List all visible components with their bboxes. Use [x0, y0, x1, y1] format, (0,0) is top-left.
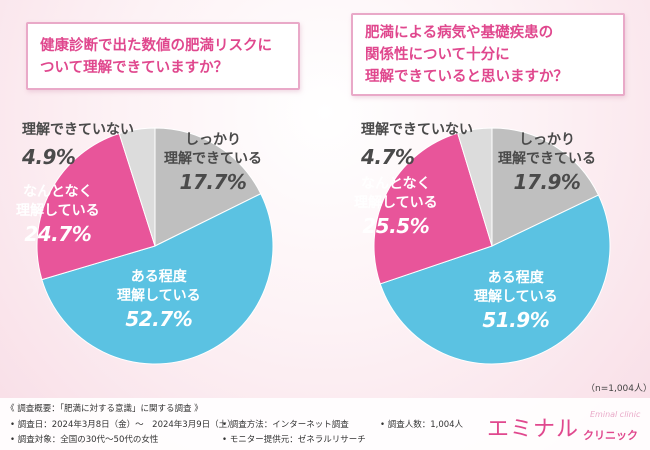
- pie-2-label-firmly-line-1: しっかり: [519, 132, 575, 148]
- pie-2-label-not-line-1: 理解できていない: [361, 122, 473, 138]
- pie-2-label-vaguely-line-2: 理解している: [354, 195, 438, 211]
- pie-1-value-not: 4.9%: [22, 145, 76, 169]
- pie-2-value-somewhat: 51.9%: [482, 308, 550, 332]
- pie-1-slice-somewhat: [41, 193, 274, 365]
- survey-footer: 《 調査概要：「肥満に対する意識」に関する調査 》 • 調査日：2024年3月8…: [0, 398, 650, 450]
- pie-1-label-firmly: しっかり 理解できている 17.7%: [164, 131, 262, 195]
- pie-2-value-firmly: 17.9%: [513, 170, 581, 194]
- question-box-1: 健康診断で出た数値の肥満リスクに ついて理解できていますか？: [26, 22, 300, 90]
- pie-1-label-vaguely-line-2: 理解している: [16, 203, 100, 219]
- logo-sub-text: クリニック: [583, 429, 638, 442]
- pie-1-value-somewhat: 52.7%: [125, 307, 193, 331]
- question-2-line-3: 理解できていると思いますか？: [365, 69, 568, 85]
- pie-chart-2: [373, 127, 611, 365]
- pie-1-label-firmly-line-1: しっかり: [185, 132, 241, 148]
- pie-1-label-somewhat: ある程度 理解している 52.7%: [117, 268, 201, 332]
- pie-2-label-somewhat-line-2: 理解している: [474, 289, 558, 305]
- clinic-logo: エミナル Eminal clinic クリニック: [487, 407, 647, 447]
- pie-2-slice-somewhat: [379, 194, 611, 365]
- pie-2-slice-not: [457, 127, 493, 247]
- survey-provider: • モニター提供元：ゼネラルリサーチ: [222, 435, 366, 445]
- pie-2-label-somewhat-line-1: ある程度: [487, 270, 544, 286]
- survey-date: • 調査日：2024年3月8日（金）～ 2024年3月9日（土）: [10, 420, 236, 430]
- pie-2-label-firmly: しっかり 理解できている 17.9%: [498, 131, 596, 195]
- survey-target: • 調査対象：全国の30代～50代の女性: [10, 435, 159, 445]
- pie-1-value-firmly: 17.7%: [179, 170, 247, 194]
- pie-1-label-vaguely: なんとなく 理解している 24.7%: [16, 183, 100, 247]
- pie-charts: [36, 127, 611, 365]
- question-2-line-1: 肥満による病気や基礎疾患の: [365, 25, 554, 41]
- question-2-line-2: 関係性について十分に: [365, 47, 510, 63]
- pie-1-label-not: 理解できていない 4.9%: [22, 121, 134, 170]
- pie-2-slice-firmly: [491, 127, 600, 247]
- pie-1-value-vaguely: 24.7%: [24, 222, 92, 246]
- question-box-2: 肥満による病気や基礎疾患の 関係性について十分に 理解できていると思いますか？: [351, 13, 625, 96]
- pie-1-label-firmly-line-2: 理解できている: [164, 151, 262, 167]
- pie-2-value-vaguely: 25.5%: [362, 214, 430, 238]
- survey-method: • 調査方法：インターネット調査: [222, 420, 349, 430]
- pie-1-slice-firmly: [154, 127, 262, 247]
- pie-1-slice-vaguely: [36, 132, 156, 281]
- sample-size-note: （n=1,004人）: [586, 384, 650, 394]
- pie-2-slice-vaguely: [373, 132, 493, 285]
- logo-main-text: エミナル: [487, 417, 580, 442]
- pie-2-label-somewhat: ある程度 理解している 51.9%: [474, 269, 558, 333]
- pie-1-label-not-line-1: 理解できていない: [22, 122, 134, 138]
- survey-overview: 《 調査概要：「肥満に対する意識」に関する調査 》: [6, 404, 203, 414]
- pie-2-label-not: 理解できていない 4.7%: [361, 121, 473, 170]
- pie-2-value-not: 4.7%: [361, 145, 415, 169]
- pie-1-label-somewhat-line-1: ある程度: [130, 269, 187, 285]
- pie-chart-1: [36, 127, 274, 365]
- question-1-line-1: 健康診断で出た数値の肥満リスクに: [40, 38, 272, 54]
- pie-2-label-vaguely: なんとなく 理解している 25.5%: [354, 175, 438, 239]
- pie-2-label-firmly-line-2: 理解できている: [498, 151, 596, 167]
- pie-1-slice-not: [118, 127, 156, 247]
- logo-english-text: Eminal clinic: [590, 410, 641, 419]
- pie-1-label-somewhat-line-2: 理解している: [117, 288, 201, 304]
- question-1-line-2: ついて理解できていますか？: [40, 60, 229, 76]
- pie-2-label-vaguely-line-1: なんとなく: [361, 176, 431, 192]
- pie-1-label-vaguely-line-1: なんとなく: [23, 184, 93, 200]
- survey-count: • 調査人数：1,004人: [380, 420, 464, 430]
